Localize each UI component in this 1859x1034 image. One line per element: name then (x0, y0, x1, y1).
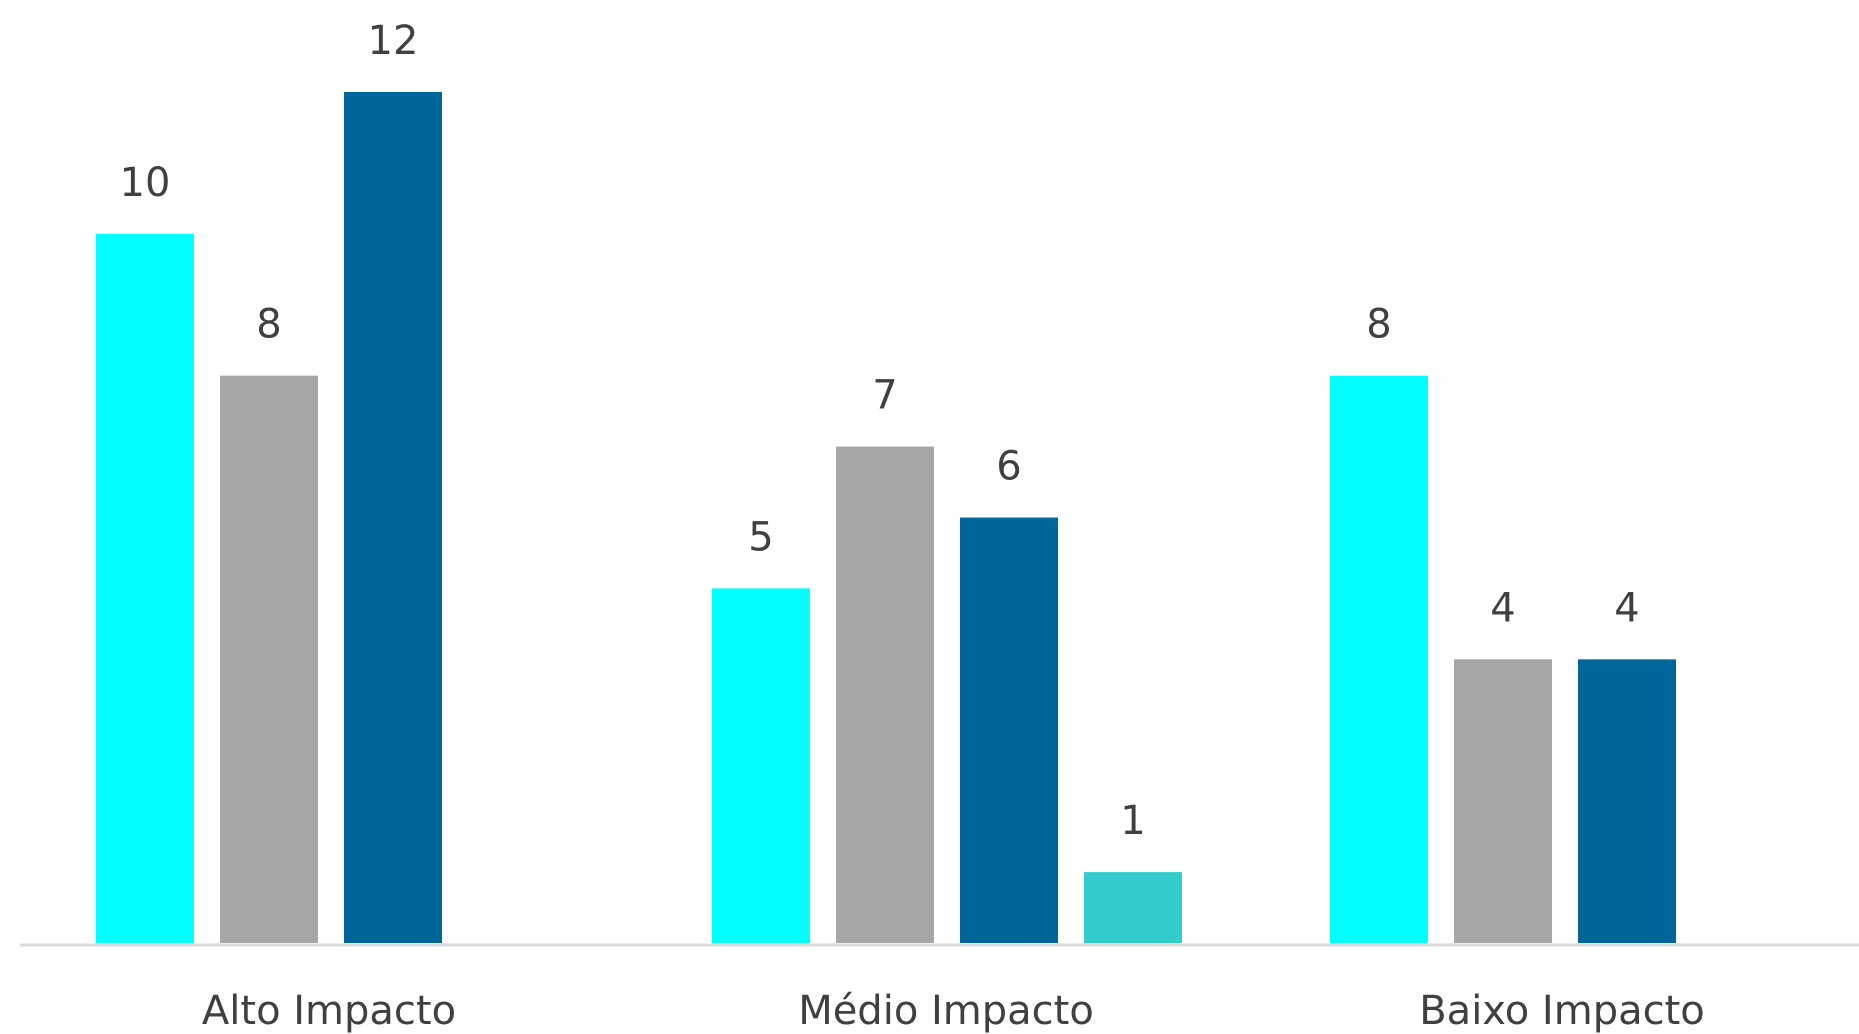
category-label: Baixo Impacto (1419, 988, 1705, 1034)
bars-layer (96, 92, 1676, 944)
data-label: 12 (368, 18, 419, 64)
data-label: 6 (996, 444, 1021, 490)
bar (1330, 375, 1428, 944)
data-label: 4 (1490, 585, 1515, 631)
bar (960, 517, 1058, 943)
bar (836, 446, 934, 943)
data-label: 5 (748, 514, 773, 560)
data-label: 1 (1120, 798, 1145, 844)
category-label: Alto Impacto (202, 988, 456, 1034)
bar (344, 92, 442, 943)
data-label: 8 (1366, 302, 1391, 348)
bar (96, 233, 194, 944)
bar (1578, 659, 1676, 943)
bar (712, 588, 810, 943)
bar (1454, 659, 1552, 943)
data-label: 10 (120, 160, 171, 206)
category-labels-layer: Alto Impacto Médio Impacto Baixo Impacto (202, 988, 1705, 1034)
data-label: 7 (872, 373, 897, 419)
data-label: 4 (1614, 585, 1639, 631)
data-label: 8 (256, 302, 281, 348)
bar (220, 375, 318, 944)
data-labels-layer: 10 8 12 5 7 6 1 8 4 4 (120, 18, 1640, 844)
category-label: Médio Impacto (798, 988, 1094, 1034)
bar (1084, 872, 1182, 943)
